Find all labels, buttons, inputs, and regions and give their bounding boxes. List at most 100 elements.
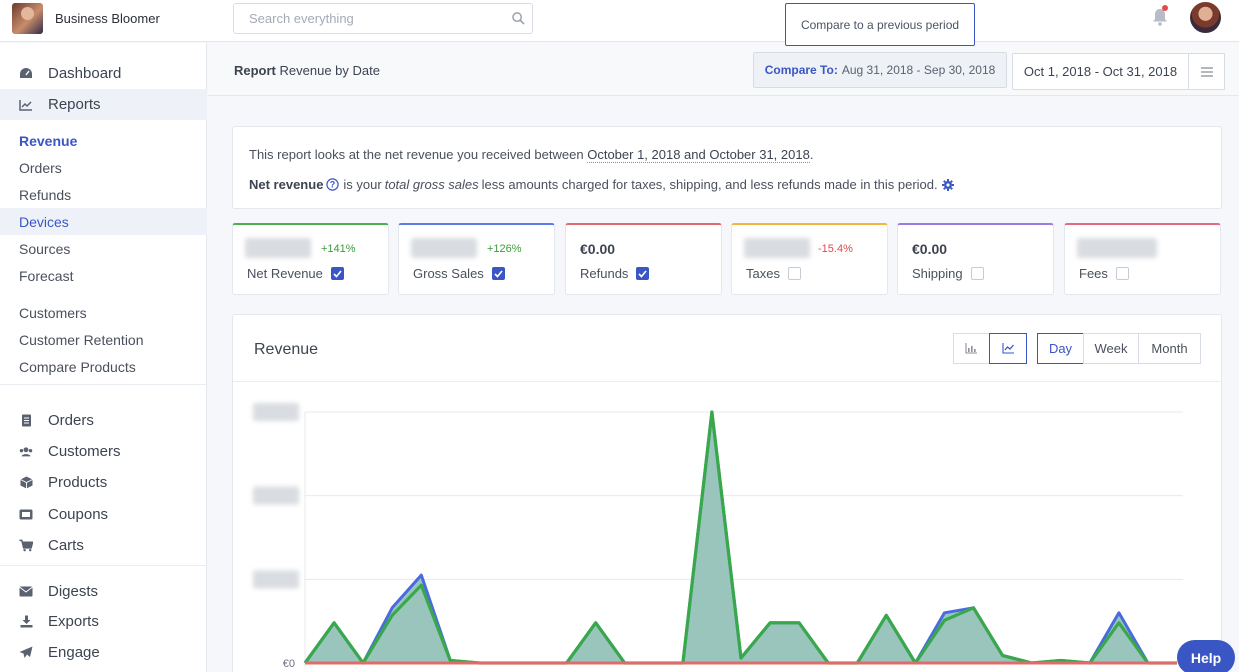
sidebar-item-orders[interactable]: Orders <box>0 405 207 436</box>
brand-logo <box>12 3 43 34</box>
stat-checkbox[interactable] <box>636 267 650 280</box>
sidebar-item-reports[interactable]: Reports <box>0 89 207 120</box>
envelope-icon <box>19 585 33 599</box>
paper-plane-icon <box>19 646 33 660</box>
blurred-y-tick-label <box>253 486 299 505</box>
menu-button[interactable] <box>1188 53 1225 90</box>
info-text: less amounts charged for taxes, shipping… <box>481 177 938 192</box>
stat-delta: +141% <box>321 243 356 255</box>
info-term: Net revenue <box>249 177 324 192</box>
report-header: Report Revenue by Date Compare To: Aug 3… <box>208 43 1239 96</box>
sidebar-sub-forecast[interactable]: Forecast <box>19 267 74 284</box>
stat-card-fees[interactable]: Fees <box>1064 223 1221 295</box>
help-button[interactable]: Help <box>1177 640 1235 672</box>
sidebar-item-dashboard[interactable]: Dashboard <box>0 58 207 89</box>
stat-delta: +126% <box>487 243 522 255</box>
sidebar-divider <box>0 384 207 385</box>
gear-icon[interactable] <box>941 178 954 191</box>
blurred-value <box>744 238 810 258</box>
period-month-button[interactable]: Month <box>1138 333 1201 364</box>
search-input[interactable] <box>234 4 504 33</box>
compare-label: Compare To: <box>764 63 838 77</box>
page-title: Report Revenue by Date <box>234 63 380 78</box>
chart-header-divider <box>233 381 1221 382</box>
compare-range: Aug 31, 2018 - Sep 30, 2018 <box>841 63 996 77</box>
period-day-button[interactable]: Day <box>1037 333 1084 364</box>
cart-icon <box>19 539 33 553</box>
chart-series-line-2 <box>303 410 1177 665</box>
sidebar-item-digests[interactable]: Digests <box>0 576 207 607</box>
line-chart-button[interactable] <box>989 333 1027 364</box>
info-date-range[interactable]: October 1, 2018 and October 31, 2018 <box>587 147 810 163</box>
sidebar-sub-customer-retention[interactable]: Customer Retention <box>19 331 144 348</box>
blurred-y-tick-label <box>253 570 299 589</box>
receipt-icon <box>19 414 33 428</box>
sidebar-sub-customers[interactable]: Customers <box>19 304 87 321</box>
blurred-value <box>411 238 477 258</box>
stat-card-refunds[interactable]: €0.00 Refunds <box>565 223 722 295</box>
sidebar-sub-sources[interactable]: Sources <box>19 240 71 257</box>
stat-label: Refunds <box>580 266 629 281</box>
sidebar-sub-refunds[interactable]: Refunds <box>19 186 72 203</box>
stat-name: Gross Sales <box>413 266 505 281</box>
sidebar-item-customers[interactable]: Customers <box>0 436 207 467</box>
help-circle-icon[interactable]: ? <box>326 178 340 191</box>
chart-line-icon <box>19 98 33 112</box>
stat-label: Gross Sales <box>413 266 484 281</box>
stat-checkbox[interactable] <box>970 267 984 280</box>
sidebar-item-label: Exports <box>48 613 99 630</box>
stat-value: €0.00 <box>912 241 948 257</box>
y-tick-label: €0 <box>283 658 295 670</box>
stat-card-taxes[interactable]: -15.4% Taxes <box>731 223 888 295</box>
sidebar-item-coupons[interactable]: Coupons <box>0 499 207 530</box>
brand-name: Business Bloomer <box>55 11 160 26</box>
compare-tooltip: Compare to a previous period <box>785 3 975 46</box>
page-title-bold: Report <box>234 63 276 78</box>
stat-name: Net Revenue <box>247 266 344 281</box>
info-text: . <box>809 147 814 162</box>
info-text: This report looks at the net revenue you… <box>249 147 584 162</box>
avatar[interactable] <box>1190 2 1221 33</box>
sidebar-item-label: Reports <box>48 96 101 113</box>
sidebar-item-label: Customers <box>48 443 121 460</box>
sidebar-sub-compare-products[interactable]: Compare Products <box>19 358 136 375</box>
date-range-picker[interactable]: Oct 1, 2018 - Oct 31, 2018 <box>1012 53 1189 90</box>
sidebar-sub-revenue[interactable]: Revenue <box>19 132 78 149</box>
info-emphasis: total gross sales <box>384 177 479 192</box>
stat-value: €0.00 <box>580 241 616 257</box>
sidebar-divider <box>0 565 207 566</box>
box-icon <box>19 476 33 490</box>
stat-label: Taxes <box>746 266 780 281</box>
stat-name: Taxes <box>746 266 801 281</box>
stat-card-shipping[interactable]: €0.00 Shipping <box>897 223 1054 295</box>
sidebar-item-label: Engage <box>48 644 100 661</box>
sidebar-item-exports[interactable]: Exports <box>0 606 207 637</box>
sidebar-sub-devices[interactable]: Devices <box>0 208 207 235</box>
stat-card-gross-sales[interactable]: +126% Gross Sales <box>398 223 555 295</box>
stat-checkbox[interactable] <box>787 267 801 280</box>
brand[interactable]: Business Bloomer <box>12 3 160 34</box>
report-info-card: This report looks at the net revenue you… <box>232 126 1222 209</box>
period-week-button[interactable]: Week <box>1083 333 1139 364</box>
search-icon[interactable] <box>504 4 532 33</box>
compare-to-button[interactable]: Compare To: Aug 31, 2018 - Sep 30, 2018 <box>753 52 1007 88</box>
stat-checkbox[interactable] <box>491 267 505 280</box>
hamburger-icon <box>1200 66 1213 77</box>
sidebar-item-engage[interactable]: Engage <box>0 637 207 668</box>
line-chart-icon <box>1001 343 1014 354</box>
stat-name: Shipping <box>912 266 984 281</box>
sidebar-item-products[interactable]: Products <box>0 467 207 498</box>
top-bar: Business Bloomer <box>0 0 1239 42</box>
stat-card-net-revenue[interactable]: +141% Net Revenue <box>232 223 389 295</box>
revenue-chart-card: Revenue Day Week Month €0 <box>232 314 1222 672</box>
stat-name: Fees <box>1079 266 1129 281</box>
search-box <box>233 3 533 34</box>
info-text: is your <box>343 177 382 192</box>
sidebar-item-label: Coupons <box>48 506 109 523</box>
sidebar-sub-orders[interactable]: Orders <box>19 159 62 176</box>
stat-checkbox[interactable] <box>330 267 344 280</box>
sidebar-item-carts[interactable]: Carts <box>0 530 207 561</box>
bell-icon[interactable] <box>1152 8 1170 26</box>
info-line-2: Net revenue ? is your total gross sales … <box>249 177 954 192</box>
stat-checkbox[interactable] <box>1115 267 1129 280</box>
